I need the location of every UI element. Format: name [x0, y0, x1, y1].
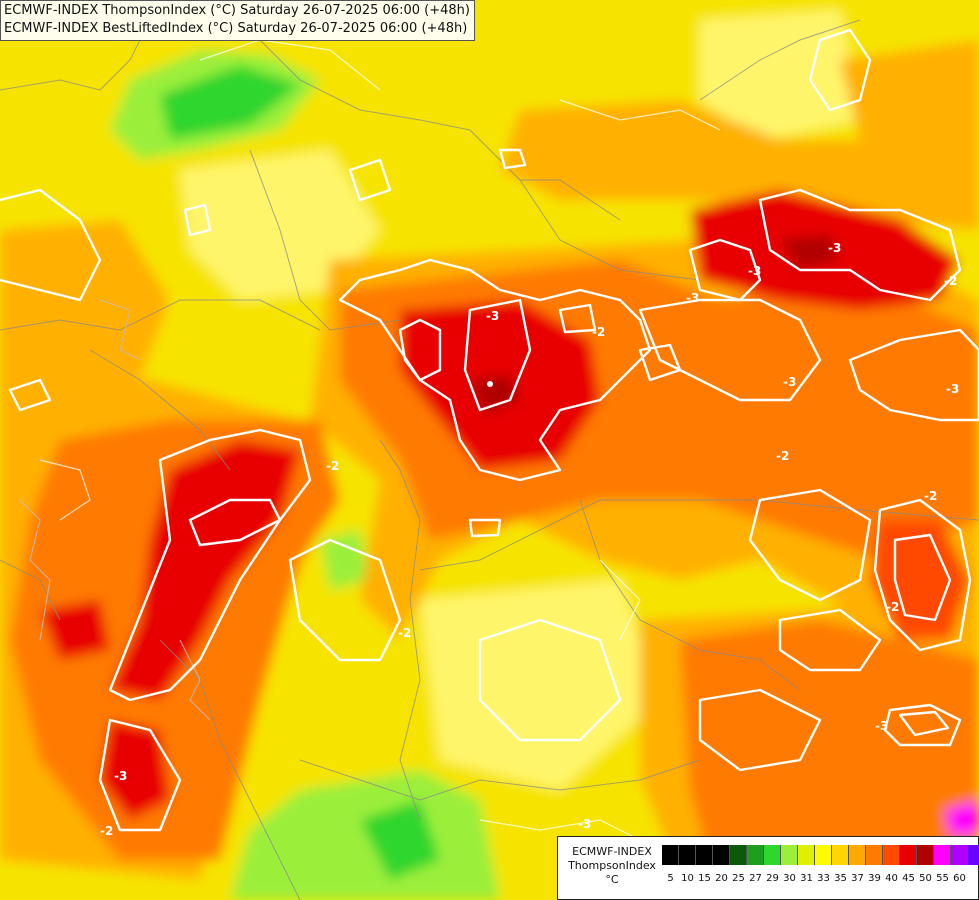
legend-tick-label: 30	[783, 873, 796, 884]
contour-label: -2	[100, 824, 113, 838]
contour-label: -3	[946, 382, 959, 396]
legend-unit: °C	[605, 873, 619, 886]
lifted-index-contours	[0, 28, 979, 832]
legend-swatch	[713, 845, 730, 865]
legend-swatch	[934, 845, 951, 865]
legend-swatch	[764, 845, 781, 865]
contour-label: -3	[486, 309, 499, 323]
legend-swatch	[968, 845, 979, 865]
legend-label: ECMWF-INDEX ThompsonIndex °C	[562, 845, 662, 887]
map-title-box: ECMWF-INDEX ThompsonIndex (°C) Saturday …	[0, 0, 475, 41]
contour-label-group: -3 -2 -2 -3 -2 -3 -3 -2 -2 -3 -2 -3 -2 -…	[100, 241, 959, 838]
contour-label: -2	[944, 274, 957, 288]
legend-swatch	[798, 845, 815, 865]
legend-swatch	[866, 845, 883, 865]
contour-label: -2	[398, 626, 411, 640]
legend-swatch	[900, 845, 917, 865]
legend-swatch	[951, 845, 968, 865]
legend-tick-label: 37	[851, 873, 864, 884]
legend-swatch	[781, 845, 798, 865]
legend-swatch	[849, 845, 866, 865]
legend-swatch	[747, 845, 764, 865]
contour-label: -3	[686, 291, 699, 305]
legend-swatch	[917, 845, 934, 865]
legend-tick-label: 20	[715, 873, 728, 884]
legend-swatch	[696, 845, 713, 865]
contour-label: -2	[326, 459, 339, 473]
contour-label: -3	[114, 769, 127, 783]
legend-tick-labels: 5 10 15 20 25 27 29 30 31 33 35 37 39 40 45 50 55 60	[662, 873, 968, 884]
legend-tick-label: 5	[667, 873, 674, 884]
legend-tick-label: 29	[766, 873, 779, 884]
legend-tick-label: 39	[868, 873, 881, 884]
legend-tick-label: 31	[800, 873, 813, 884]
legend-tick-label: 10	[681, 873, 694, 884]
contour-label: -3	[828, 241, 841, 255]
legend-swatch	[662, 845, 679, 865]
legend-swatch	[815, 845, 832, 865]
legend-tick-label: 50	[919, 873, 932, 884]
contour-label: -2	[776, 449, 789, 463]
title-thompson-index: ECMWF-INDEX ThompsonIndex (°C) Saturday …	[4, 3, 470, 18]
legend-tick-label: 33	[817, 873, 830, 884]
legend-tick-label: 40	[885, 873, 898, 884]
lifted-index-minor-contours	[39, 39, 721, 841]
legend-tick-label: 60	[953, 873, 966, 884]
legend-tick-label: 55	[936, 873, 949, 884]
contour-label: -2	[886, 600, 899, 614]
legend-model: ECMWF-INDEX	[572, 845, 652, 858]
contour-label: -3	[578, 817, 591, 831]
contour-label: -3	[748, 264, 761, 278]
color-legend: ECMWF-INDEX ThompsonIndex °C 5 10 15 20 25 27…	[557, 836, 979, 900]
legend-tick-label: 45	[902, 873, 915, 884]
legend-tick-label: 15	[698, 873, 711, 884]
legend-tick-label: 35	[834, 873, 847, 884]
title-best-lifted-index: ECMWF-INDEX BestLiftedIndex (°C) Saturda…	[4, 21, 468, 36]
contour-label: -2	[592, 325, 605, 339]
legend-swatch	[730, 845, 747, 865]
legend-color-bar	[662, 845, 979, 865]
legend-swatch	[883, 845, 900, 865]
legend-swatch	[832, 845, 849, 865]
contour-label: -2	[924, 489, 937, 503]
coastlines	[19, 299, 211, 721]
legend-tick-label: 27	[749, 873, 762, 884]
contour-label: -3	[783, 375, 796, 389]
legend-tick-label: 25	[732, 873, 745, 884]
legend-swatch	[679, 845, 696, 865]
legend-parameter: ThompsonIndex	[568, 859, 656, 872]
location-dot	[487, 381, 493, 387]
contour-label: -3	[875, 719, 888, 733]
